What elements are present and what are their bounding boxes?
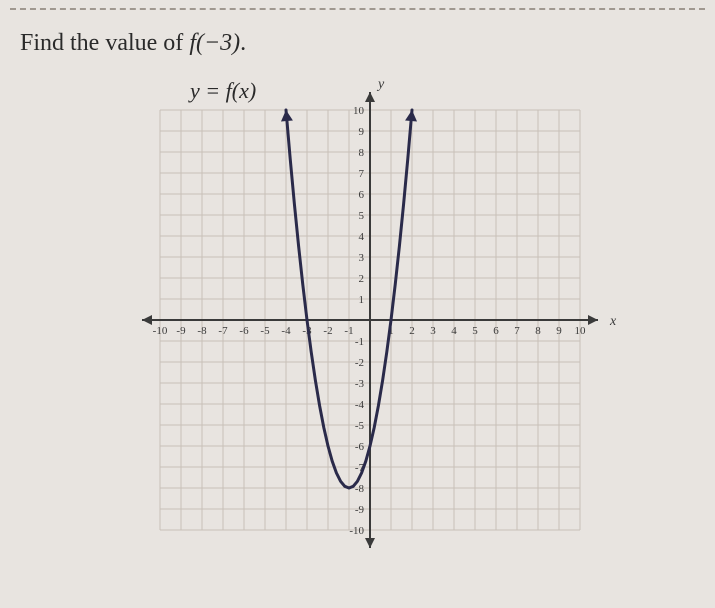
svg-text:-1: -1 [355,336,364,348]
svg-text:y: y [376,77,385,92]
svg-text:2: 2 [409,325,415,337]
svg-text:-5: -5 [355,420,365,432]
svg-text:-2: -2 [323,325,332,337]
question-prefix: Find the value of [20,30,189,56]
svg-text:-10: -10 [153,325,168,337]
chart-area: -10-9-8-7-6-5-4-3-2-11234567891012345678… [130,75,610,595]
svg-text:3: 3 [359,252,365,264]
svg-text:10: 10 [575,325,587,337]
svg-text:1: 1 [359,294,365,306]
question-text: Find the value of f(−3). [20,30,246,57]
svg-text:-9: -9 [355,504,365,516]
svg-text:6: 6 [359,189,365,201]
svg-text:5: 5 [359,210,365,222]
svg-text:-10: -10 [349,525,364,537]
svg-text:x: x [609,314,617,329]
svg-text:10: 10 [353,105,365,117]
parabola-chart: -10-9-8-7-6-5-4-3-2-11234567891012345678… [130,75,650,595]
svg-text:-4: -4 [281,325,291,337]
svg-text:2: 2 [359,273,365,285]
svg-text:5: 5 [472,325,478,337]
svg-text:8: 8 [535,325,541,337]
svg-text:3: 3 [430,325,436,337]
svg-text:-1: -1 [344,325,353,337]
svg-text:4: 4 [451,325,457,337]
svg-text:-3: -3 [355,378,365,390]
question-func: f(−3) [189,30,240,56]
svg-text:8: 8 [359,147,365,159]
svg-text:-2: -2 [355,357,364,369]
svg-text:-9: -9 [176,325,186,337]
svg-text:6: 6 [493,325,499,337]
svg-text:-6: -6 [355,441,365,453]
svg-text:-8: -8 [197,325,207,337]
svg-text:-5: -5 [260,325,270,337]
svg-text:4: 4 [359,231,365,243]
svg-text:7: 7 [514,325,520,337]
svg-text:9: 9 [556,325,562,337]
svg-text:7: 7 [359,168,365,180]
svg-text:-7: -7 [218,325,228,337]
svg-text:9: 9 [359,126,365,138]
svg-text:-6: -6 [239,325,249,337]
top-dashed-border [10,8,705,12]
svg-text:-4: -4 [355,399,365,411]
question-suffix: . [240,30,246,56]
